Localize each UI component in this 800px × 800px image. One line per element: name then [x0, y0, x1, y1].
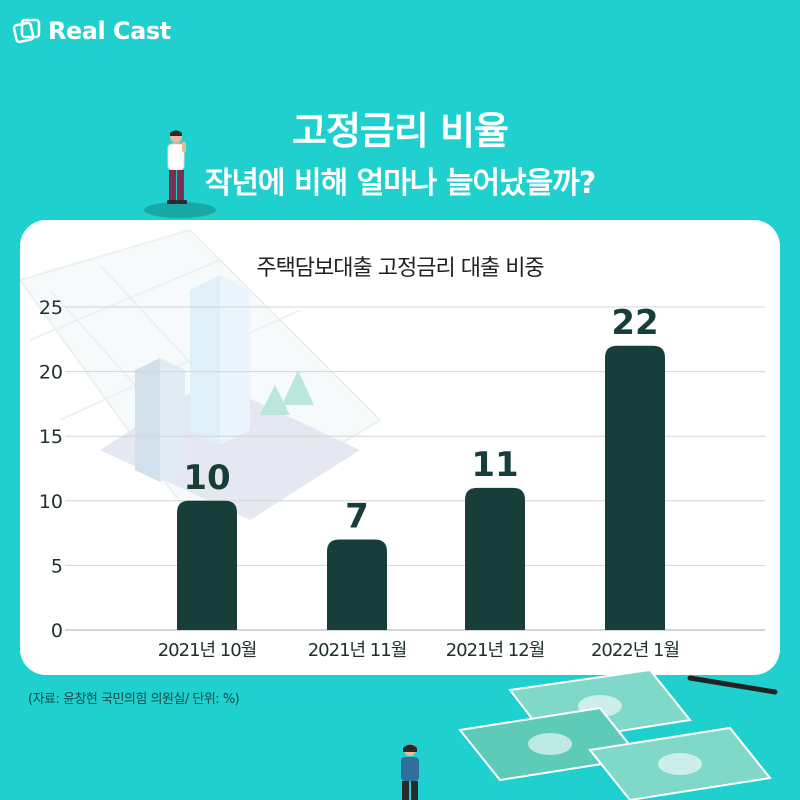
bar-chart: 0 5 10 15 20 25 10 2021년 10월 7 2021년 11월 11 2021년 1… — [39, 297, 765, 661]
source-note: (자료: 윤창현 국민의힘 의원실/ 단위: %) — [28, 692, 240, 707]
chart-title: 주택담보대출 고정금리 대출 비중 — [256, 256, 544, 281]
y-tick-label: 10 — [39, 491, 63, 513]
city-illustration — [20, 228, 382, 532]
y-tick-label: 25 — [39, 297, 63, 319]
x-tick-label: 2021년 11월 — [308, 640, 407, 661]
y-tick-label: 5 — [51, 555, 63, 577]
person-phone-illustration — [144, 130, 216, 218]
page-title: 고정금리 비율 — [292, 109, 509, 153]
y-tick-label: 0 — [51, 620, 63, 642]
bar-value-label: 10 — [183, 458, 230, 498]
bar-value-label: 7 — [345, 497, 369, 537]
bar-value-label: 22 — [611, 303, 658, 343]
bar-value-label: 11 — [471, 445, 518, 485]
y-tick-label: 15 — [39, 426, 63, 448]
money-stack-illustration — [458, 668, 778, 800]
y-tick-label: 20 — [39, 362, 63, 384]
bar — [465, 487, 525, 630]
chart-card: 주택담보대출 고정금리 대출 비중 0 5 10 15 20 25 10 2021년 10월 7… — [20, 220, 780, 675]
brand-logo: Real Cast — [12, 16, 171, 46]
brand-name: Real Cast — [48, 17, 171, 45]
bar — [327, 539, 387, 630]
bar — [177, 500, 237, 630]
person-walking-illustration — [401, 744, 419, 800]
page-subtitle: 작년에 비해 얼마나 늘어났을까? — [204, 166, 597, 201]
x-tick-label: 2021년 12월 — [446, 640, 545, 661]
x-tick-label: 2022년 1월 — [591, 640, 679, 661]
x-tick-label: 2021년 10월 — [158, 640, 257, 661]
bar — [605, 345, 665, 630]
logo-icon — [12, 18, 41, 44]
